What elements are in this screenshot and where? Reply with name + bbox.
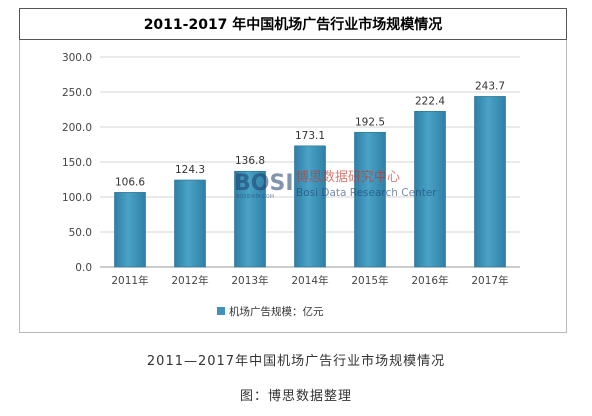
y-tick-label: 100.0	[62, 192, 92, 204]
y-tick-label: 200.0	[62, 122, 92, 134]
watermark-logo: BOSI	[234, 171, 294, 196]
x-tick-label: 2014年	[291, 274, 328, 287]
bar	[474, 96, 506, 268]
bar	[114, 192, 146, 268]
data-label: 192.5	[355, 116, 385, 128]
bar	[294, 145, 326, 268]
watermark-cn: 博思数据研究中心	[296, 170, 400, 185]
x-tick-label: 2013年	[231, 274, 268, 287]
bar	[354, 131, 386, 268]
watermark: BOSI BOSIDATA.COM 博思数据研究中心 Bosi Data Res…	[234, 170, 437, 200]
x-tick-label: 2011年	[111, 274, 148, 287]
data-label: 243.7	[475, 80, 505, 92]
y-tick-label: 50.0	[69, 227, 92, 239]
chart-title-box: 2011-2017 年中国机场广告行业市场规模情况	[19, 8, 567, 40]
y-tick-label: 300.0	[62, 52, 92, 64]
data-label: 173.1	[295, 130, 325, 142]
data-label: 106.6	[115, 176, 145, 188]
source-note: 图：博思数据整理	[239, 389, 352, 404]
x-tick-label: 2017年	[471, 274, 508, 287]
y-tick-label: 250.0	[62, 87, 92, 99]
watermark-site: BOSIDATA.COM	[236, 194, 274, 200]
bar	[174, 179, 206, 268]
y-tick-label: 0.0	[75, 262, 92, 274]
data-label: 124.3	[175, 164, 205, 176]
x-tick-label: 2015年	[351, 274, 388, 287]
legend: 机场广告规模：亿元	[217, 305, 324, 318]
data-label: 136.8	[235, 155, 265, 167]
watermark-en: Bosi Data Research Center	[296, 187, 437, 199]
x-tick-label: 2016年	[411, 274, 448, 287]
bar	[234, 170, 266, 268]
data-label: 222.4	[415, 95, 445, 107]
x-tick-label: 2012年	[171, 274, 208, 287]
legend-label: 机场广告规模：亿元	[229, 305, 324, 318]
bar	[414, 111, 446, 268]
legend-swatch	[217, 307, 225, 315]
chart-frame: 106.6 124.3 136.8 173.1 192.5 222.4 243.7 0.0 5…	[19, 40, 567, 333]
figure-caption: 2011—2017年中国机场广告行业市场规模情况	[146, 354, 446, 369]
y-tick-label: 150.0	[62, 157, 92, 169]
bar-chart: 106.6 124.3 136.8 173.1 192.5 222.4 243.7 0.0 5…	[62, 52, 520, 318]
chart-title: 2011-2017 年中国机场广告行业市场规模情况	[143, 17, 443, 33]
